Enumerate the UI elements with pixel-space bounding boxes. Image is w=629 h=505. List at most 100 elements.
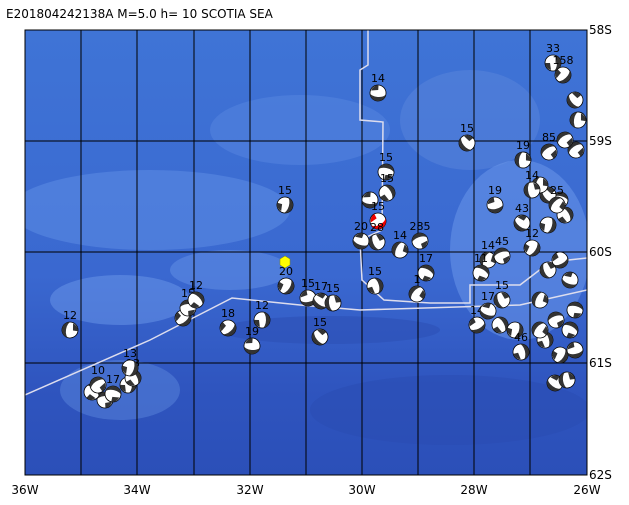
event-label: 15 xyxy=(278,184,292,197)
event-label: 15 xyxy=(371,200,385,213)
focal-mechanism xyxy=(352,232,370,250)
beachball-quadrant xyxy=(190,292,204,306)
focal-mechanism xyxy=(547,311,565,329)
beachball-quadrant xyxy=(507,327,513,337)
focal-mechanism xyxy=(551,346,569,364)
beachball-quadrant xyxy=(480,252,492,268)
focal-mechanism xyxy=(324,294,342,312)
lat-label: 60S xyxy=(589,245,612,259)
focal-mechanism xyxy=(417,264,435,282)
beachball-quadrant xyxy=(126,379,135,386)
beachball-quadrant xyxy=(282,197,293,213)
beachball-quadrant xyxy=(580,113,586,122)
beachball-quadrant xyxy=(220,322,226,332)
focal-mechanism xyxy=(479,302,497,320)
beachball-quadrant xyxy=(517,215,527,221)
beachball-quadrant xyxy=(459,136,473,151)
epicenter-marker xyxy=(279,255,291,269)
focal-mechanism xyxy=(569,111,587,129)
beachball-quadrant xyxy=(537,340,545,348)
beachball-quadrant xyxy=(254,319,260,327)
beachball-quadrant xyxy=(316,293,326,299)
beachball-quadrant xyxy=(370,92,386,101)
focal-mechanism xyxy=(369,212,387,230)
plate-boundary xyxy=(25,289,587,396)
beachball-quadrant xyxy=(86,394,96,400)
beachball-quadrant xyxy=(567,348,583,358)
beachball-quadrant xyxy=(540,222,546,232)
event-label: 33 xyxy=(546,42,560,55)
event-label: 46 xyxy=(514,331,528,344)
beachball-quadrant xyxy=(469,321,485,333)
event-label: 15 xyxy=(379,151,393,164)
beachball-quadrant xyxy=(541,144,556,157)
focal-mechanism xyxy=(366,277,384,295)
beachball-quadrant xyxy=(190,302,200,308)
beachball-quadrant xyxy=(532,292,544,308)
beachball-quadrant xyxy=(487,197,495,205)
beachball-quadrant xyxy=(402,244,408,254)
event-label: 17 xyxy=(314,280,328,293)
beachball-quadrant xyxy=(370,213,377,223)
beachball-quadrant xyxy=(567,302,583,312)
beachball-quadrant xyxy=(559,201,565,211)
focal-mechanism xyxy=(187,291,205,309)
beachball-quadrant xyxy=(122,365,128,375)
beachball-quadrant xyxy=(72,323,78,332)
beachball-quadrant xyxy=(376,234,385,241)
beachball-quadrant xyxy=(464,135,474,142)
beachball-quadrant xyxy=(513,352,521,360)
focal-mechanism xyxy=(361,191,379,209)
beachball-quadrant xyxy=(502,255,510,264)
beachball-quadrant xyxy=(378,164,394,174)
lat-label: 61S xyxy=(589,356,612,370)
focal-mechanism xyxy=(472,264,490,282)
event-label: 15 xyxy=(495,279,509,292)
focal-mechanism xyxy=(121,359,139,377)
beachball-quadrant xyxy=(496,317,508,332)
beachball-quadrant xyxy=(474,265,489,277)
beachball-quadrant xyxy=(129,370,141,385)
event-label: 19 xyxy=(516,139,530,152)
beachball-quadrant xyxy=(369,234,381,250)
beachball-quadrant xyxy=(487,203,503,213)
beachball-quadrant xyxy=(382,185,395,200)
focal-mechanism xyxy=(479,251,497,269)
beachball-quadrant xyxy=(559,372,568,388)
focal-mechanism xyxy=(544,54,562,72)
beachball-quadrant xyxy=(567,342,575,350)
focal-mechanism xyxy=(539,261,557,279)
event-label: 14 xyxy=(393,229,407,242)
focal-mechanism xyxy=(548,196,566,214)
focal-mechanism xyxy=(277,277,295,295)
beachball-quadrant xyxy=(572,92,582,99)
event-label: 13 xyxy=(123,347,137,360)
event-label: 14 xyxy=(371,72,385,85)
beachball-quadrant xyxy=(367,286,375,294)
beachball-quadrant xyxy=(567,93,581,108)
event-label: 285 xyxy=(410,220,431,233)
focal-mechanism xyxy=(253,311,271,329)
focal-mechanism xyxy=(554,66,572,84)
focal-mechanism xyxy=(566,301,584,319)
beachball-quadrant xyxy=(527,241,540,256)
axes: 36W 34W 32W 30W 28W 26W 58S 59S 60S 61S 62S xyxy=(11,23,611,497)
beachball-quadrant xyxy=(577,147,584,157)
beachball-quadrant xyxy=(566,137,573,147)
focal-mechanism xyxy=(411,232,429,250)
event-label: 15 xyxy=(368,265,382,278)
beachball-quadrant xyxy=(552,350,558,360)
beachball-quadrant xyxy=(564,272,573,278)
beachball-quadrant xyxy=(532,322,546,337)
event-label: 14 xyxy=(525,169,539,182)
lon-label: 34W xyxy=(123,483,150,497)
beachball-quadrant xyxy=(420,240,428,249)
beachball-quadrant xyxy=(312,330,325,345)
beachball-quadrant xyxy=(188,309,196,316)
beachball-quadrant xyxy=(553,55,561,71)
beachball-quadrant xyxy=(371,85,379,91)
focal-mechanism xyxy=(561,271,579,289)
lon-label: 30W xyxy=(348,483,375,497)
beachball-quadrant xyxy=(353,238,369,249)
